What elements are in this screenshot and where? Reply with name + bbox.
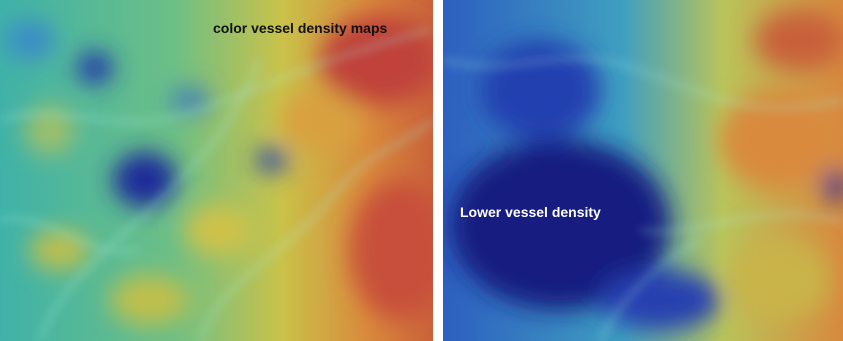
left-caption: color vessel density maps [213,20,388,36]
right-map: Lower vessel density [443,0,843,341]
page: color vessel density maps Lower vessel d… [0,0,843,341]
left-map: color vessel density maps [0,0,450,341]
right-caption: Lower vessel density [460,204,601,220]
figure: color vessel density maps Lower vessel d… [0,0,843,341]
